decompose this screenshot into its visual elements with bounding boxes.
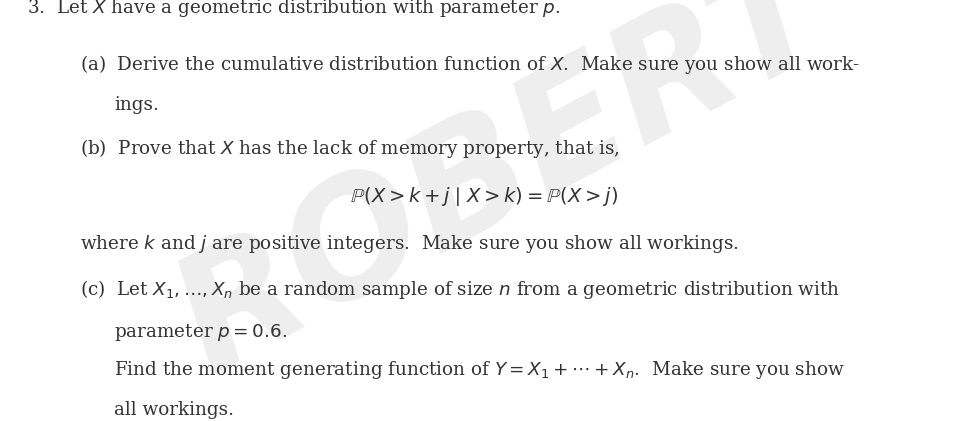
Text: ings.: ings.	[114, 96, 159, 114]
Text: all workings.: all workings.	[114, 401, 234, 419]
Text: Find the moment generating function of $Y = X_1 + \cdots + X_n$.  Make sure you : Find the moment generating function of $…	[114, 359, 845, 381]
Text: 3.  Let $X$ have a geometric distribution with parameter $p$.: 3. Let $X$ have a geometric distribution…	[27, 0, 561, 19]
Text: where $k$ and $j$ are positive integers.  Make sure you show all workings.: where $k$ and $j$ are positive integers.…	[80, 233, 739, 255]
Text: parameter $p = 0.6$.: parameter $p = 0.6$.	[114, 322, 288, 343]
Text: $\mathbb{P}(X > k+j \mid X > k) = \mathbb{P}(X > j)$: $\mathbb{P}(X > k+j \mid X > k) = \mathb…	[351, 185, 618, 208]
Text: (a)  Derive the cumulative distribution function of $X$.  Make sure you show all: (a) Derive the cumulative distribution f…	[80, 53, 860, 76]
Text: (c)  Let $X_1, \ldots, X_n$ be a random sample of size $n$ from a geometric dist: (c) Let $X_1, \ldots, X_n$ be a random s…	[80, 278, 840, 301]
Text: (b)  Prove that $X$ has the lack of memory property, that is,: (b) Prove that $X$ has the lack of memor…	[80, 137, 620, 160]
Text: ROBERT: ROBERT	[152, 0, 856, 405]
